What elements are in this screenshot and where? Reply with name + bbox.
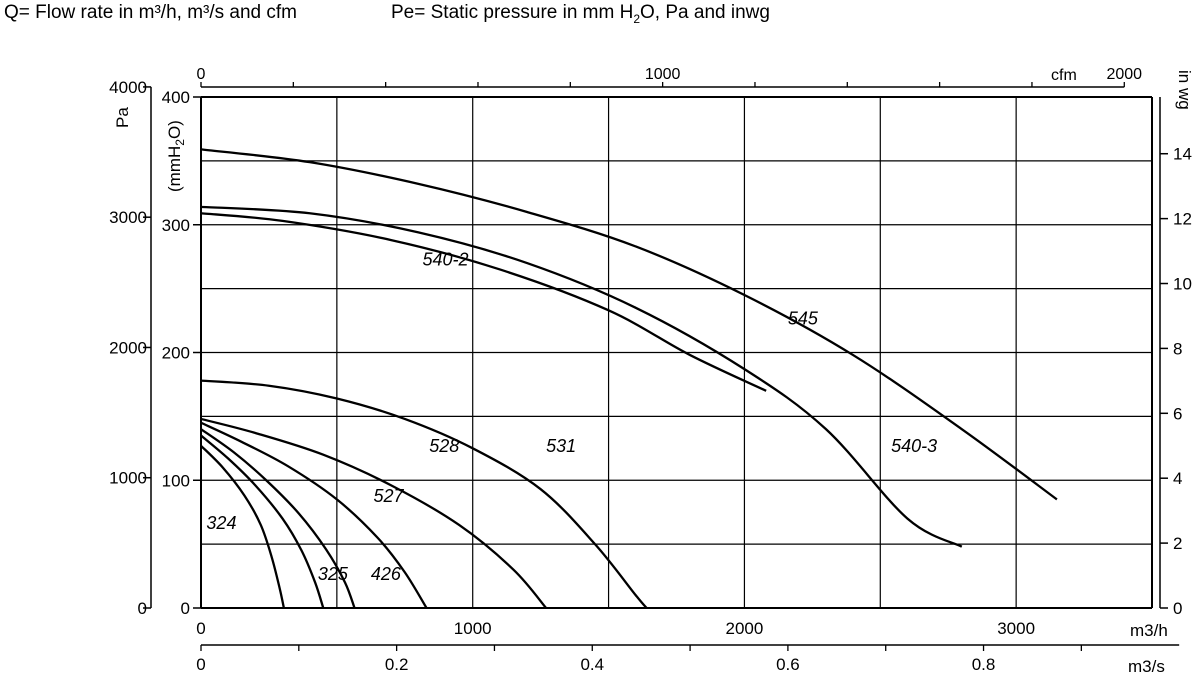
curve-527: [200, 421, 428, 609]
m3s-tick-label: 0.6: [776, 655, 800, 674]
mmh2o-unit-subscript: 2: [173, 139, 187, 146]
curve-label-527: 527: [374, 486, 405, 506]
mmh2o-unit-prefix: (mmH: [165, 146, 184, 192]
pa-tick-label: 3000: [109, 208, 147, 227]
curve-label-545: 545: [788, 308, 819, 328]
cfm-unit-label: cfm: [1051, 67, 1077, 84]
static-pressure-legend: Pe= Static pressure in mm H2O, Pa and in…: [391, 2, 770, 26]
pa-tick-label: 1000: [109, 469, 147, 488]
curve-426: [200, 428, 356, 609]
static-pressure-text-prefix: Pe= Static pressure in mm H: [391, 2, 634, 23]
curve-545: [200, 148, 1058, 501]
m3s-unit-label: m3/s: [1128, 657, 1165, 676]
curve-540-2: [200, 212, 767, 392]
mmh2o-unit-label: (mmH2O): [165, 120, 187, 192]
m3h-tick-label: 3000: [997, 619, 1035, 638]
inwg-tick-label: 0: [1173, 599, 1182, 618]
curve-528: [200, 417, 547, 609]
flow-rate-text: Q= Flow rate in m³/h, m³/s and cfm: [4, 2, 297, 23]
m3s-tick-label: 0.2: [385, 655, 409, 674]
m3h-tick-label: 1000: [454, 619, 492, 638]
cfm-tick-label: 1000: [645, 66, 681, 83]
mmh2o-tick-label: 300: [162, 216, 190, 235]
inwg-tick-label: 8: [1173, 339, 1182, 358]
inwg-tick-label: 4: [1173, 469, 1182, 488]
curve-540-3: [200, 205, 963, 548]
pa-tick-label: 4000: [109, 78, 147, 97]
mmh2o-tick-label: 400: [162, 88, 190, 107]
m3s-tick-label: 0.4: [580, 655, 604, 674]
mmh2o-unit-suffix: O): [165, 120, 184, 139]
mmh2o-tick-label: 0: [181, 599, 190, 618]
flow-rate-legend: Q= Flow rate in m³/h, m³/s and cfm: [4, 2, 297, 24]
curve-325: [200, 434, 325, 609]
pa-tick-label: 0: [138, 599, 147, 618]
curve-label-531: 531: [546, 436, 576, 456]
m3h-unit-label: m3/h: [1130, 621, 1168, 640]
curve-label-325: 325: [318, 564, 349, 584]
m3s-tick-label: 0.8: [972, 655, 996, 674]
static-pressure-subscript: 2: [633, 11, 641, 26]
curve-324: [200, 444, 285, 609]
curve-label-528: 528: [429, 436, 459, 456]
curve-label-324: 324: [206, 513, 236, 533]
static-pressure-text-suffix: O, Pa and inwg: [640, 2, 770, 23]
mmh2o-tick-label: 100: [162, 471, 190, 490]
cfm-tick-label: 0: [197, 66, 206, 83]
inwg-tick-label: 2: [1173, 534, 1182, 553]
curve-label-426: 426: [371, 564, 402, 584]
inwg-tick-label: 6: [1173, 404, 1182, 423]
mmh2o-tick-label: 200: [162, 344, 190, 363]
label-layer: 0100200300400010002000300040000246810121…: [109, 66, 1192, 674]
curve-layer: [200, 148, 1058, 609]
inwg-unit-label: in wg: [1175, 70, 1194, 110]
curve-label-540-3: 540-3: [891, 436, 937, 456]
m3s-tick-label: 0: [196, 655, 205, 674]
m3h-tick-label: 0: [196, 619, 205, 638]
curve-label-540-2: 540-2: [422, 250, 468, 270]
inwg-tick-label: 14: [1173, 145, 1192, 164]
grid-layer: [201, 97, 1152, 608]
inwg-tick-label: 12: [1173, 210, 1192, 229]
curve-531: [200, 379, 648, 609]
axis-layer: [143, 82, 1180, 651]
cfm-tick-label: 2000: [1106, 66, 1142, 83]
pa-tick-label: 2000: [109, 338, 147, 357]
inwg-tick-label: 10: [1173, 275, 1192, 294]
pa-unit-label: Pa: [113, 107, 132, 128]
m3h-tick-label: 2000: [726, 619, 764, 638]
